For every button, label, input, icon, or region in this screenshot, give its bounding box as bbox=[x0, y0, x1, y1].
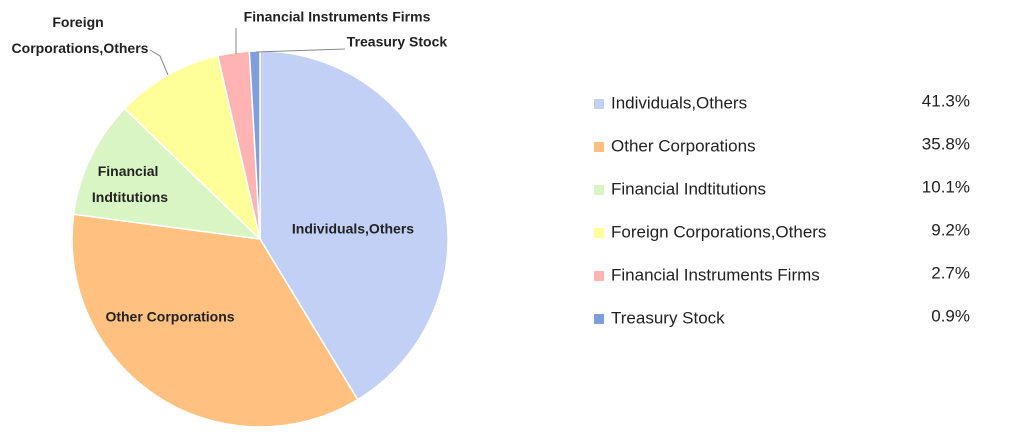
legend-swatch bbox=[594, 99, 604, 109]
slice-label: Other Corporations bbox=[105, 309, 234, 325]
legend-label: Treasury Stock bbox=[611, 308, 725, 327]
legend-swatch bbox=[594, 228, 604, 238]
value-label: 35.8% bbox=[922, 134, 970, 153]
pie-slice bbox=[71, 213, 359, 428]
value-label: 41.3% bbox=[922, 91, 970, 110]
slice-label: Foreign Corporations,Others bbox=[12, 14, 149, 56]
pie-slice bbox=[248, 50, 261, 240]
pie-slice bbox=[72, 107, 263, 241]
pie-slice bbox=[259, 50, 449, 401]
value-label: 0.9% bbox=[931, 306, 970, 325]
value-label: 10.1% bbox=[922, 177, 970, 196]
legend-label: Individuals,Others bbox=[611, 93, 747, 112]
legend-swatch bbox=[594, 142, 604, 152]
legend-label: Foreign Corporations,Others bbox=[611, 222, 826, 241]
legend-label: Financial Instruments Firms bbox=[611, 265, 820, 284]
legend-label: Other Corporations bbox=[611, 136, 756, 155]
slice-label: Treasury Stock bbox=[347, 34, 448, 50]
legend-label: Financial Indtitutions bbox=[611, 179, 766, 198]
value-label: 2.7% bbox=[931, 263, 970, 282]
pie-slice bbox=[123, 54, 262, 242]
value-label: 9.2% bbox=[931, 220, 970, 239]
slice-label: Individuals,Others bbox=[292, 221, 414, 237]
slice-label: Financial Indtitutions bbox=[92, 163, 168, 205]
legend-swatch bbox=[594, 271, 604, 281]
legend-swatch bbox=[594, 185, 604, 195]
legend-swatch bbox=[594, 314, 604, 324]
slice-label: Financial Instruments Firms bbox=[244, 9, 431, 25]
leader-line bbox=[255, 48, 346, 53]
leader-line bbox=[149, 49, 169, 76]
